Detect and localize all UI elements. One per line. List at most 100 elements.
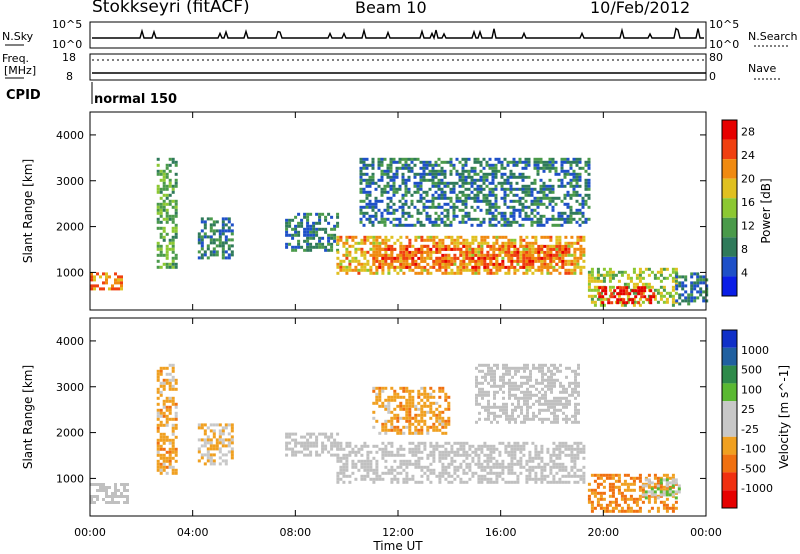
data-cell bbox=[165, 220, 169, 224]
data-cell bbox=[644, 484, 648, 488]
data-cell bbox=[520, 411, 523, 415]
data-cell bbox=[453, 453, 457, 457]
data-cell bbox=[474, 235, 478, 239]
data-cell bbox=[306, 444, 310, 448]
data-cell bbox=[285, 444, 289, 448]
data-cell bbox=[555, 465, 559, 469]
data-cell bbox=[644, 285, 648, 289]
data-cell bbox=[520, 384, 523, 388]
data-cell bbox=[405, 474, 409, 478]
data-cell bbox=[162, 387, 166, 391]
data-cell bbox=[462, 253, 466, 257]
data-cell bbox=[230, 429, 234, 433]
data-cell bbox=[401, 178, 405, 182]
data-cell bbox=[402, 462, 406, 466]
data-cell bbox=[674, 478, 678, 482]
data-cell bbox=[524, 184, 528, 188]
data-cell bbox=[539, 160, 543, 164]
data-cell bbox=[227, 244, 231, 248]
data-cell bbox=[420, 265, 424, 269]
data-cell bbox=[447, 253, 451, 257]
data-cell bbox=[579, 250, 583, 254]
data-cell bbox=[423, 389, 427, 393]
data-cell bbox=[519, 235, 523, 239]
data-cell bbox=[411, 395, 415, 399]
data-cell bbox=[617, 270, 621, 274]
data-cell bbox=[647, 282, 651, 286]
data-cell bbox=[564, 268, 568, 272]
data-cell bbox=[500, 217, 504, 221]
data-cell bbox=[303, 215, 307, 219]
data-cell bbox=[414, 404, 418, 408]
data-cell bbox=[574, 384, 577, 388]
data-cell bbox=[420, 425, 424, 429]
data-cell bbox=[632, 300, 636, 304]
data-cell bbox=[362, 157, 366, 161]
data-cell bbox=[392, 187, 396, 191]
data-cell bbox=[671, 285, 675, 289]
data-cell bbox=[414, 235, 418, 239]
data-cell bbox=[474, 265, 478, 269]
data-cell bbox=[315, 227, 319, 231]
data-cell bbox=[447, 480, 451, 484]
data-cell bbox=[493, 417, 496, 421]
data-cell bbox=[345, 462, 349, 466]
data-cell bbox=[429, 253, 433, 257]
data-cell bbox=[517, 405, 520, 409]
data-cell bbox=[459, 444, 463, 448]
data-cell bbox=[105, 486, 108, 489]
data-cell bbox=[561, 444, 565, 448]
data-cell bbox=[102, 483, 105, 486]
data-cell bbox=[513, 268, 517, 272]
data-cell bbox=[590, 279, 594, 283]
data-cell bbox=[441, 389, 445, 393]
data-cell bbox=[529, 375, 532, 379]
data-cell bbox=[393, 265, 397, 269]
data-cell bbox=[446, 211, 450, 215]
data-cell bbox=[479, 223, 483, 227]
data-cell bbox=[174, 226, 178, 230]
data-cell bbox=[420, 456, 424, 460]
data-cell bbox=[587, 494, 591, 498]
data-cell bbox=[552, 256, 556, 260]
data-cell bbox=[405, 244, 409, 248]
data-cell bbox=[315, 212, 319, 216]
data-cell bbox=[474, 238, 478, 242]
data-cell bbox=[306, 447, 310, 451]
data-cell bbox=[165, 187, 169, 191]
data-cell bbox=[587, 217, 591, 221]
data-cell bbox=[570, 253, 574, 257]
data-cell bbox=[429, 416, 433, 420]
data-cell bbox=[571, 393, 574, 397]
data-cell bbox=[540, 450, 544, 454]
data-cell bbox=[156, 468, 160, 472]
data-cell bbox=[200, 426, 204, 430]
data-cell bbox=[327, 236, 331, 240]
data-cell bbox=[474, 453, 478, 457]
data-cell bbox=[629, 488, 633, 492]
data-cell bbox=[476, 223, 480, 227]
data-cell bbox=[419, 211, 423, 215]
data-cell bbox=[410, 157, 414, 161]
data-cell bbox=[582, 238, 586, 242]
data-cell bbox=[440, 169, 444, 173]
data-cell bbox=[546, 262, 550, 266]
data-cell bbox=[548, 217, 552, 221]
data-cell bbox=[522, 441, 526, 445]
data-cell bbox=[171, 184, 175, 188]
data-cell bbox=[368, 184, 372, 188]
data-cell bbox=[647, 478, 651, 482]
data-cell bbox=[399, 462, 403, 466]
data-cell bbox=[330, 453, 334, 457]
data-cell bbox=[465, 465, 469, 469]
data-cell bbox=[375, 235, 379, 239]
data-cell bbox=[496, 384, 499, 388]
data-cell bbox=[671, 267, 675, 271]
data-cell bbox=[159, 265, 163, 269]
data-cell bbox=[498, 262, 502, 266]
data-cell bbox=[528, 265, 532, 269]
data-cell bbox=[410, 199, 414, 203]
data-cell bbox=[440, 205, 444, 209]
data-cell bbox=[414, 465, 418, 469]
data-cell bbox=[506, 223, 510, 227]
